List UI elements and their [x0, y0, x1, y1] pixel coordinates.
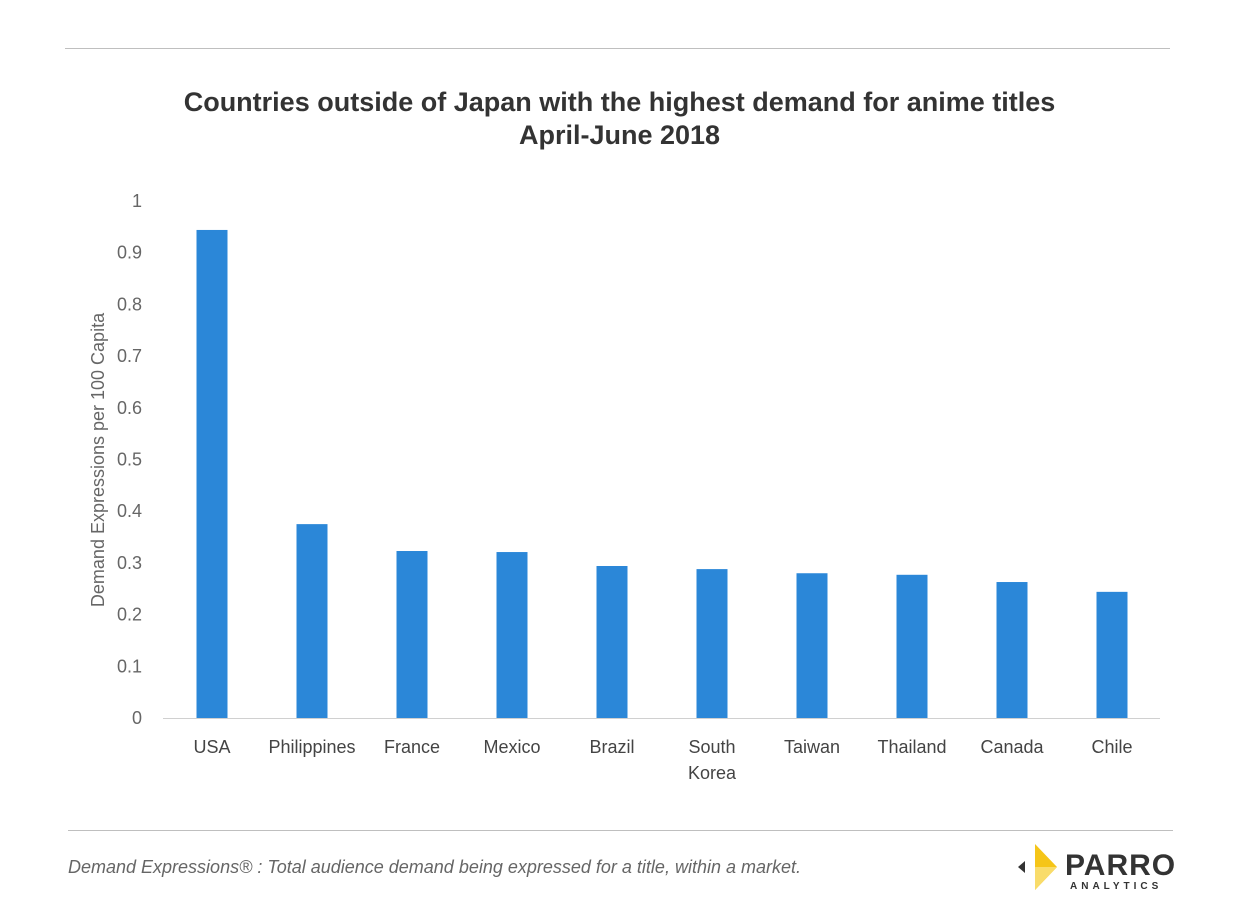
y-tick-label: 0.3 — [117, 553, 142, 573]
bar-brazil — [596, 566, 628, 718]
y-tick-label: 1 — [132, 191, 142, 211]
bar-canada — [996, 582, 1028, 718]
x-tick-label: Canada — [980, 737, 1044, 757]
x-tick-label: France — [384, 737, 440, 757]
x-tick-label: USA — [193, 737, 230, 757]
y-tick-label: 0.1 — [117, 656, 142, 676]
svg-text:PARROT: PARROT — [1065, 849, 1175, 882]
bar-south-korea — [696, 569, 728, 718]
bar-mexico — [496, 552, 528, 718]
x-tick-label: Taiwan — [784, 737, 840, 757]
bar-france — [396, 551, 428, 718]
bar-thailand — [896, 574, 928, 718]
bar-chile — [1096, 591, 1128, 718]
parrot-logo-icon: PARROT ANALYTICS — [1018, 844, 1194, 892]
y-tick-label: 0 — [132, 708, 142, 728]
bar-usa — [196, 229, 228, 718]
x-tick-label: Thailand — [877, 737, 946, 757]
y-tick-label: 0.9 — [117, 243, 142, 263]
x-tick-label: Philippines — [268, 737, 355, 757]
y-tick-label: 0.5 — [117, 450, 142, 470]
x-tick-label: Mexico — [483, 737, 540, 757]
chart-title: Countries outside of Japan with the high… — [183, 87, 1056, 117]
svg-text:ANALYTICS: ANALYTICS — [1070, 881, 1162, 892]
y-tick-label: 0.7 — [117, 346, 142, 366]
bottom-rule — [68, 830, 1173, 831]
chart-subtitle: April-June 2018 — [518, 120, 721, 150]
x-tick-label: South Korea — [688, 737, 737, 783]
top-rule — [65, 48, 1170, 49]
x-tick-label: Brazil — [589, 737, 634, 757]
y-tick-label: 0.8 — [117, 294, 142, 314]
bar-taiwan — [796, 573, 828, 718]
x-tick-label: Chile — [1091, 737, 1132, 757]
y-tick-label: 0.6 — [117, 398, 142, 418]
y-tick-label: 0.2 — [117, 605, 142, 625]
y-tick-label: 0.4 — [117, 501, 142, 521]
parrot-analytics-logo: PARROT ANALYTICS — [1015, 842, 1194, 894]
bar-philippines — [296, 524, 328, 718]
y-axis-label: Demand Expressions per 100 Capita — [88, 312, 108, 607]
footnote: Demand Expressions® : Total audience dem… — [68, 857, 801, 877]
